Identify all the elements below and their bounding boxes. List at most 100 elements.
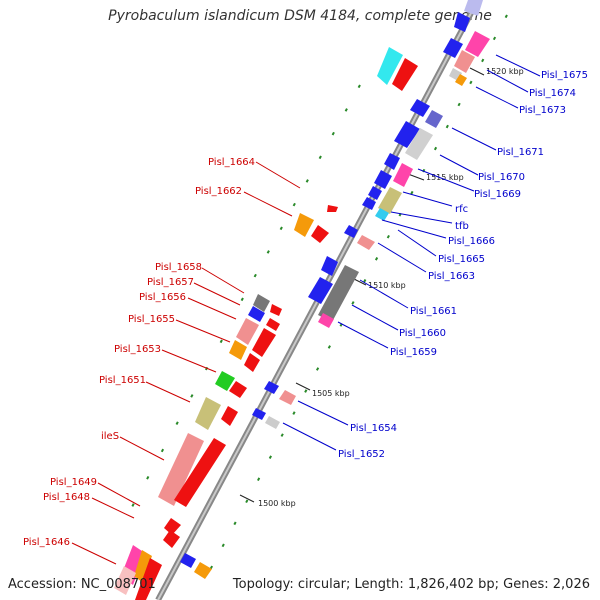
gene-red-1655b: [252, 328, 276, 357]
genome-title: Pyrobaculum islandicum DSM 4184, complet…: [108, 8, 492, 24]
svg-text:Pisl_1663: Pisl_1663: [428, 271, 475, 282]
label-pisl-1659[interactable]: Pisl_1659: [337, 321, 437, 358]
gene-red-top: [392, 58, 418, 91]
gene-blue-1652: [252, 408, 266, 420]
svg-text:Pisl_1665: Pisl_1665: [438, 254, 485, 265]
label-rfc[interactable]: rfc: [402, 191, 468, 215]
label-pisl-1670[interactable]: Pisl_1670: [439, 154, 525, 183]
gene-pink-1655: [236, 318, 259, 345]
label-pisl-1661[interactable]: Pisl_1661: [359, 279, 457, 317]
gene-olive-1651: [195, 397, 221, 430]
svg-text:Pisl_1656: Pisl_1656: [139, 292, 186, 303]
gene-salmon-1665: [357, 235, 375, 250]
svg-text:Pisl_1670: Pisl_1670: [478, 172, 525, 183]
gene-green-1651: [215, 371, 235, 391]
label-pisl-1671[interactable]: Pisl_1671: [451, 127, 544, 158]
gene-red-1653b: [244, 353, 260, 372]
svg-text:Pisl_1646: Pisl_1646: [23, 537, 70, 548]
gene-orange-1653: [229, 340, 247, 360]
gene-grey-1661: [318, 265, 359, 322]
gene-salmon-1654: [279, 390, 296, 405]
label-pisl-1674[interactable]: Pisl_1674: [486, 69, 576, 99]
gene-red-1649: [164, 518, 181, 535]
gene-top-lavender: [464, 0, 483, 16]
svg-text:ileS: ileS: [101, 431, 119, 442]
label-pisl-1675[interactable]: Pisl_1675: [495, 54, 588, 81]
label-iles[interactable]: ileS: [101, 431, 165, 461]
gene-olive-rfc: [378, 187, 402, 214]
svg-text:Pisl_1673: Pisl_1673: [519, 105, 566, 116]
gene-pink-1660: [318, 313, 334, 328]
gene-orange-1662: [294, 213, 314, 237]
label-pisl-1652[interactable]: Pisl_1652: [282, 422, 385, 460]
gene-orange-bottom: [194, 562, 212, 579]
tick-label: 1500 kbp: [258, 499, 296, 508]
label-pisl-1669[interactable]: Pisl_1669: [417, 168, 521, 200]
gene-pink-top-left: [377, 47, 403, 85]
gene-blue-1670: [384, 153, 400, 170]
label-pisl-1663[interactable]: Pisl_1663: [377, 242, 475, 282]
gene-red-1646b: [135, 558, 162, 600]
label-pisl-1664[interactable]: Pisl_1664: [208, 157, 301, 189]
label-pisl-1665[interactable]: Pisl_1665: [397, 229, 485, 265]
svg-text:Pisl_1659: Pisl_1659: [390, 347, 437, 358]
gene-pink-1675: [465, 31, 490, 57]
gene-lightgrey-1670: [405, 128, 433, 160]
accession-label: Accession: NC_008701: [8, 577, 156, 592]
gene-grey-1652: [265, 416, 280, 429]
label-pisl-1657[interactable]: Pisl_1657: [147, 277, 241, 306]
label-pisl-1648[interactable]: Pisl_1648: [43, 492, 135, 519]
label-pisl-1655[interactable]: Pisl_1655: [128, 314, 231, 343]
tick-label: 1510 kbp: [368, 281, 406, 290]
svg-text:Pisl_1655: Pisl_1655: [128, 314, 175, 325]
label-pisl-1649[interactable]: Pisl_1649: [50, 477, 141, 507]
tick-1505: 1505 kbp: [295, 382, 350, 398]
svg-text:Pisl_1674: Pisl_1674: [529, 88, 576, 99]
svg-text:Pisl_1666: Pisl_1666: [448, 236, 495, 247]
gene-blue-1663: [321, 256, 338, 276]
tick-1500: 1500 kbp: [239, 494, 296, 508]
svg-text:tfb: tfb: [455, 221, 469, 232]
outer-dashed-track: [201, 14, 508, 586]
gene-blue-1661: [308, 277, 333, 304]
svg-text:Pisl_1664: Pisl_1664: [208, 157, 255, 168]
svg-text:Pisl_1654: Pisl_1654: [350, 423, 397, 434]
gene-pink-1669: [393, 163, 413, 187]
gene-red-ileS: [174, 438, 226, 507]
label-pisl-1660[interactable]: Pisl_1660: [351, 304, 446, 339]
reverse-genes: [180, 0, 490, 579]
label-pisl-1654[interactable]: Pisl_1654: [297, 400, 397, 434]
gene-blue-1671b: [394, 121, 420, 148]
topology-label: Topology: circular; Length: 1,826,402 bp…: [232, 577, 590, 592]
svg-text:Pisl_1653: Pisl_1653: [114, 344, 161, 355]
label-pisl-1653[interactable]: Pisl_1653: [114, 344, 217, 373]
label-pisl-1673[interactable]: Pisl_1673: [475, 86, 566, 116]
gene-blue-bottom: [180, 553, 196, 568]
svg-text:rfc: rfc: [455, 204, 468, 215]
gene-blue-1669: [374, 170, 392, 189]
label-pisl-1646[interactable]: Pisl_1646: [23, 537, 117, 565]
tick-label: 1515 kbp: [426, 173, 464, 182]
tick-1510: 1510 kbp: [351, 277, 406, 290]
tick-1520: 1520 kbp: [469, 67, 524, 76]
gene-blue-1657: [248, 306, 265, 322]
gene-pink-ileS: [158, 433, 204, 506]
label-pisl-1656[interactable]: Pisl_1656: [139, 292, 237, 320]
tick-label: 1520 kbp: [486, 67, 524, 76]
gene-purple-1671: [425, 110, 443, 128]
gene-red-1656: [266, 318, 280, 331]
label-pisl-1658[interactable]: Pisl_1658: [155, 262, 245, 294]
label-tfb[interactable]: tfb: [390, 211, 469, 232]
svg-text:Pisl_1662: Pisl_1662: [195, 186, 242, 197]
gene-red-1662b: [311, 225, 329, 243]
label-pisl-1651[interactable]: Pisl_1651: [99, 375, 191, 403]
svg-text:Pisl_1649: Pisl_1649: [50, 477, 97, 488]
label-pisl-1662[interactable]: Pisl_1662: [195, 186, 293, 217]
svg-text:Pisl_1675: Pisl_1675: [541, 70, 588, 81]
label-pisl-1666[interactable]: Pisl_1666: [381, 219, 495, 247]
svg-text:Pisl_1652: Pisl_1652: [338, 449, 385, 460]
gene-blue-1675: [443, 38, 463, 58]
gene-blue-1654: [264, 381, 279, 394]
gene-orange-1646: [134, 550, 152, 582]
